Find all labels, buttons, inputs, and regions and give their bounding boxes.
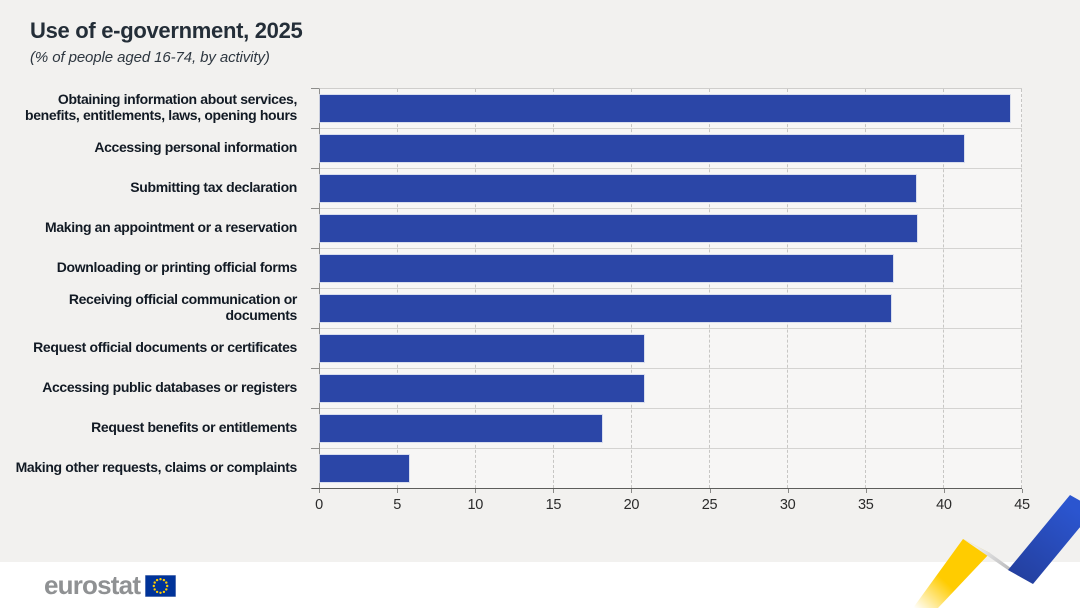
- category-label: Downloading or printing official forms: [56, 259, 298, 276]
- category-label: Request official documents or certificat…: [33, 339, 297, 356]
- y-axis-ticks: [311, 88, 319, 489]
- x-tick-label: 35: [858, 497, 874, 513]
- x-tick-mark: [943, 489, 945, 493]
- row-separator: [320, 288, 1022, 289]
- x-tick-mark: [787, 489, 789, 493]
- category-label: Request benefits or entitlements: [91, 419, 297, 436]
- row-separator: [320, 328, 1022, 329]
- bar: [320, 454, 409, 482]
- x-tick-label: 40: [936, 497, 952, 513]
- category-label: Accessing personal information: [94, 139, 297, 156]
- category-label: Receiving official communication or docu…: [68, 291, 297, 323]
- x-tick-label: 5: [393, 497, 401, 513]
- page-title: Use of e-government, 2025: [30, 18, 303, 43]
- x-tick-mark: [553, 489, 555, 493]
- x-tick-mark: [319, 489, 320, 493]
- page-subtitle: (% of people aged 16-74, by activity): [30, 49, 270, 66]
- x-tick-mark: [397, 489, 399, 493]
- x-tick-mark: [631, 489, 633, 493]
- bar: [320, 174, 916, 202]
- x-tick-label: 20: [623, 497, 640, 513]
- bar: [320, 294, 891, 322]
- x-tick-label: 45: [1014, 497, 1030, 513]
- eurostat-logo-text: eurostat: [44, 570, 141, 600]
- row-separator: [320, 208, 1022, 209]
- category-label: Making other requests, claims or complai…: [15, 459, 298, 476]
- footer-strip: [0, 562, 1080, 608]
- x-tick-mark: [709, 489, 711, 493]
- x-tick-label: 30: [779, 497, 796, 513]
- category-label: Making an appointment or a reservation: [45, 219, 297, 236]
- x-tick-label: 0: [315, 497, 323, 513]
- y-tick-mark: [311, 448, 319, 449]
- eu-flag-icon: [145, 574, 177, 597]
- bar: [320, 334, 645, 362]
- x-tick-label: 10: [467, 497, 483, 513]
- ribbon-blue-band: [1008, 495, 1080, 584]
- y-tick-mark: [311, 408, 319, 409]
- eu-flag-stars: [152, 577, 169, 594]
- row-separator: [320, 248, 1022, 249]
- y-tick-mark: [311, 88, 319, 89]
- bar: [320, 254, 893, 282]
- bar: [320, 214, 918, 242]
- y-tick-mark: [311, 168, 319, 169]
- row-separator: [320, 408, 1022, 409]
- bar: [320, 414, 603, 442]
- ribbon-yellow-band: [913, 539, 990, 608]
- row-separator: [320, 128, 1022, 129]
- x-tick-mark: [865, 489, 867, 493]
- x-tick-mark: [475, 489, 477, 493]
- row-separator: [320, 448, 1022, 449]
- eurostat-ribbon-decoration: [913, 495, 1080, 608]
- x-tick-label: 25: [701, 497, 718, 513]
- x-axis-ticks: 0 5 10 15 20 25 30 35 40 45: [315, 489, 1030, 519]
- eurostat-logo: eurostat: [44, 570, 177, 601]
- row-separator: [320, 168, 1022, 169]
- y-tick-mark: [311, 128, 319, 129]
- category-label: Obtaining information about services, be…: [25, 91, 297, 123]
- y-tick-mark: [311, 288, 319, 289]
- category-label: Submitting tax declaration: [130, 179, 297, 196]
- category-labels: Obtaining information about services, be…: [0, 88, 308, 488]
- y-tick-mark: [311, 328, 319, 329]
- x-axis-line: [312, 488, 1022, 489]
- category-label: Accessing public databases or registers: [42, 379, 297, 396]
- x-tick-label: 15: [545, 497, 562, 513]
- x-tick-mark: [1022, 489, 1023, 493]
- bar: [320, 134, 965, 162]
- row-separator: [320, 368, 1022, 369]
- plot-area: [319, 88, 1022, 488]
- bar: [320, 94, 1010, 122]
- bar: [320, 374, 645, 402]
- y-tick-mark: [311, 208, 319, 209]
- y-tick-mark: [311, 368, 319, 369]
- y-tick-mark: [311, 248, 319, 249]
